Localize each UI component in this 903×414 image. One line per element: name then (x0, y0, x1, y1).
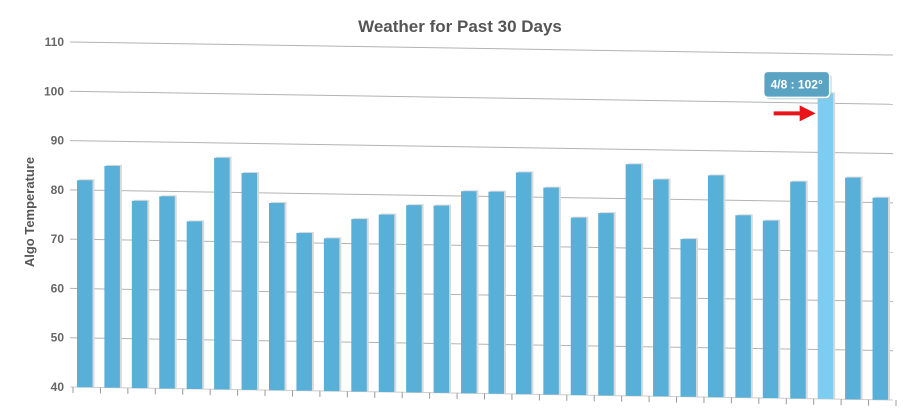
chart-title: Weather for Past 30 Days (358, 17, 562, 36)
gridline (69, 41, 894, 56)
bar (707, 175, 724, 398)
bar-highlighted (817, 93, 834, 399)
x-axis (72, 387, 897, 407)
y-tick-label: 40 (51, 380, 65, 394)
bar (131, 200, 148, 389)
y-tick-label: 80 (51, 183, 65, 197)
bar (845, 177, 861, 400)
arrow-head (799, 105, 816, 122)
bar (762, 220, 779, 399)
bar (406, 205, 422, 393)
bar (488, 191, 504, 394)
tooltip-label: 4/8 : 102° (771, 77, 823, 91)
bar (790, 181, 806, 399)
gridline (69, 337, 894, 352)
bar (570, 217, 587, 396)
y-tick-label: 50 (51, 331, 65, 345)
gridline (69, 287, 894, 302)
y-axis-label: Algo Temperature (22, 157, 37, 267)
gridline (69, 140, 894, 155)
bar (653, 179, 669, 397)
y-axis-ticks: 40 50 60 70 80 90 100 110 (44, 35, 64, 394)
bar (735, 215, 751, 398)
bar (241, 172, 258, 390)
gridline (69, 238, 894, 253)
bar (323, 238, 340, 392)
x-axis-line (69, 386, 894, 401)
bar (625, 164, 642, 396)
gridline (69, 189, 894, 204)
bar (104, 165, 120, 388)
bar (186, 221, 203, 389)
tooltip-box (762, 70, 831, 99)
gridlines (69, 41, 894, 401)
y-tick-label: 70 (51, 232, 65, 246)
bar (461, 191, 477, 394)
bar (543, 187, 559, 395)
bar (598, 213, 614, 396)
bars (76, 92, 891, 400)
bar (378, 214, 395, 392)
y-tick-label: 60 (51, 281, 65, 295)
bar (159, 196, 175, 389)
bar (296, 232, 312, 391)
bar (872, 197, 889, 400)
gridline (69, 90, 894, 105)
bar (214, 157, 230, 390)
y-tick-label: 100 (44, 84, 64, 98)
bar (433, 205, 450, 393)
y-tick-label: 90 (51, 134, 65, 148)
highlight-annotation: 4/8 : 102° (762, 70, 832, 122)
bar (76, 180, 93, 388)
y-tick-label: 110 (45, 35, 65, 49)
bar (269, 202, 285, 391)
bar (515, 172, 532, 395)
bar (351, 219, 367, 392)
bar (680, 239, 696, 397)
